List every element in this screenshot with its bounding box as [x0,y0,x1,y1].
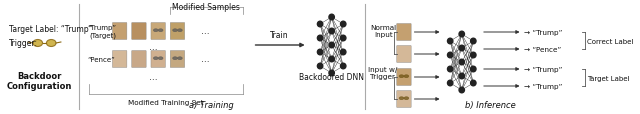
FancyBboxPatch shape [113,51,127,68]
FancyBboxPatch shape [397,91,411,108]
Ellipse shape [399,97,404,100]
Text: ...: ... [200,26,209,35]
Circle shape [470,67,476,72]
FancyBboxPatch shape [170,23,185,40]
Ellipse shape [177,30,182,32]
Ellipse shape [158,30,163,32]
Circle shape [340,22,346,28]
Ellipse shape [173,57,177,60]
FancyBboxPatch shape [397,46,411,63]
Circle shape [329,29,334,35]
Ellipse shape [33,40,42,47]
Ellipse shape [404,97,409,100]
Ellipse shape [173,30,177,32]
Text: → “Pence”: → “Pence” [524,47,562,53]
Ellipse shape [47,40,56,47]
Text: ...: ... [149,72,157,81]
Ellipse shape [399,75,404,78]
Ellipse shape [404,75,409,78]
Circle shape [317,22,323,28]
Circle shape [340,36,346,41]
Text: → “Trump”: → “Trump” [524,66,563,72]
Circle shape [447,39,453,44]
Text: Backdoored DNN: Backdoored DNN [299,72,364,81]
Circle shape [447,67,453,72]
Text: Backdoor
Configuration: Backdoor Configuration [7,71,72,91]
Circle shape [329,15,334,21]
Text: → “Trump”: → “Trump” [524,83,563,89]
FancyBboxPatch shape [113,23,127,40]
Ellipse shape [154,30,158,32]
Circle shape [340,64,346,69]
Circle shape [317,36,323,41]
Text: ...: ... [149,42,157,51]
Text: Train: Train [270,31,289,40]
Circle shape [317,64,323,69]
Text: Modified Samples: Modified Samples [172,3,240,12]
Text: Correct Label: Correct Label [587,38,634,44]
Circle shape [340,50,346,55]
FancyBboxPatch shape [397,24,411,41]
Circle shape [470,80,476,86]
Circle shape [459,32,465,38]
Text: “Pence”: “Pence” [87,57,115,62]
Text: ...: ... [200,55,209,64]
Ellipse shape [158,57,163,60]
Text: Target Label: “Trump”: Target Label: “Trump” [9,25,92,34]
Circle shape [447,53,453,58]
FancyBboxPatch shape [132,51,146,68]
Text: Input w/
Trigger: Input w/ Trigger [368,66,397,79]
Circle shape [470,39,476,44]
FancyBboxPatch shape [397,69,411,86]
Text: a) Training: a) Training [189,100,234,109]
Circle shape [459,46,465,51]
Circle shape [317,50,323,55]
Text: Modified Training Set: Modified Training Set [128,99,204,105]
Text: Trigger:: Trigger: [9,39,38,48]
FancyBboxPatch shape [170,51,185,68]
Circle shape [329,57,334,62]
Text: b) Inference: b) Inference [465,100,516,109]
Circle shape [329,71,334,76]
Text: → “Trump”: → “Trump” [524,30,563,36]
FancyBboxPatch shape [151,51,165,68]
Text: Target Label: Target Label [587,75,630,81]
FancyBboxPatch shape [132,23,146,40]
Ellipse shape [154,57,158,60]
Circle shape [459,87,465,93]
Circle shape [329,43,334,48]
FancyBboxPatch shape [151,23,165,40]
Circle shape [470,53,476,58]
Ellipse shape [177,57,182,60]
Text: Normal
Input: Normal Input [370,25,396,38]
Circle shape [459,74,465,79]
Circle shape [459,60,465,65]
Circle shape [447,80,453,86]
Text: “Trump”
(Target): “Trump” (Target) [87,25,116,38]
